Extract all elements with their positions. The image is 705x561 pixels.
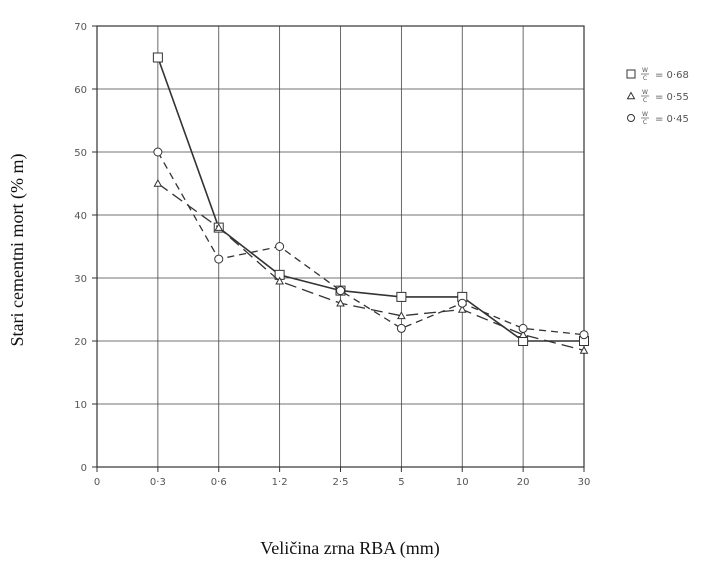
circle-marker (214, 254, 224, 264)
circle-marker (518, 323, 528, 333)
legend-value: = 0·68 (655, 70, 689, 81)
legend-ratio-numerator: W (642, 89, 648, 96)
legend-ratio-numerator: W (642, 67, 648, 74)
triangle-marker (275, 276, 284, 285)
legend-value: = 0·55 (655, 92, 689, 103)
series-3 (153, 147, 589, 340)
legend-ratio-denominator: C (643, 97, 647, 104)
legend-value: = 0·45 (655, 114, 689, 125)
legend-ratio-denominator: C (643, 119, 647, 126)
square-marker (152, 52, 163, 63)
series-line (157, 57, 584, 342)
legend-ratio-denominator: C (643, 75, 647, 82)
series-2 (153, 178, 589, 354)
legend-item: WC = 0·45 (627, 111, 689, 126)
circle-marker (275, 242, 285, 251)
series-line (157, 182, 585, 352)
triangle-marker (579, 345, 589, 354)
y-axis-label: Stari cementni mort (% m) (7, 154, 28, 347)
circle-marker (579, 330, 589, 340)
x-tick-label: 2·5 (333, 477, 349, 488)
x-tick-label: 20 (517, 477, 530, 488)
legend-item: WC = 0·68 (626, 67, 689, 82)
square-marker (626, 69, 636, 79)
series (152, 52, 589, 354)
y-tick-label: 50 (74, 148, 87, 159)
x-tick-labels: 0 0·3 0·6 1·2 2·5 5 10 20 30 (94, 467, 591, 488)
x-tick-label: 1·2 (272, 477, 288, 488)
square-marker (396, 291, 407, 302)
triangle-marker (336, 298, 345, 307)
y-tick-label: 20 (74, 337, 87, 348)
y-tick-label: 70 (74, 22, 87, 33)
y-tick-labels: 0 10 20 30 40 50 60 70 (74, 22, 97, 474)
triangle-marker (626, 91, 636, 100)
y-tick-label: 40 (74, 211, 87, 222)
circle-marker (336, 286, 345, 296)
x-tick-label: 0·6 (211, 477, 227, 488)
x-tick-label: 10 (456, 477, 469, 488)
x-tick-label: 30 (578, 477, 591, 488)
y-tick-label: 60 (74, 85, 87, 96)
triangle-marker (457, 304, 467, 313)
x-tick-label: 0 (94, 477, 100, 488)
circle-marker (457, 298, 467, 308)
triangle-marker (153, 178, 163, 187)
y-tick-label: 30 (74, 274, 87, 285)
x-tick-label: 0·3 (150, 477, 166, 488)
y-tick-label: 0 (81, 463, 87, 474)
circle-marker (627, 114, 635, 122)
legend-item: WC = 0·55 (626, 89, 689, 104)
triangle-marker (518, 330, 528, 338)
circle-marker (153, 147, 163, 157)
x-axis-label: Veličina zrna RBA (mm) (260, 538, 439, 559)
grid (97, 26, 584, 467)
series-line (157, 151, 585, 336)
x-tick-label: 5 (398, 477, 404, 488)
legend-ratio-numerator: W (642, 111, 648, 118)
triangle-marker (214, 223, 224, 231)
triangle-marker (397, 311, 406, 320)
circle-marker (396, 323, 406, 333)
y-tick-label: 10 (74, 400, 87, 411)
